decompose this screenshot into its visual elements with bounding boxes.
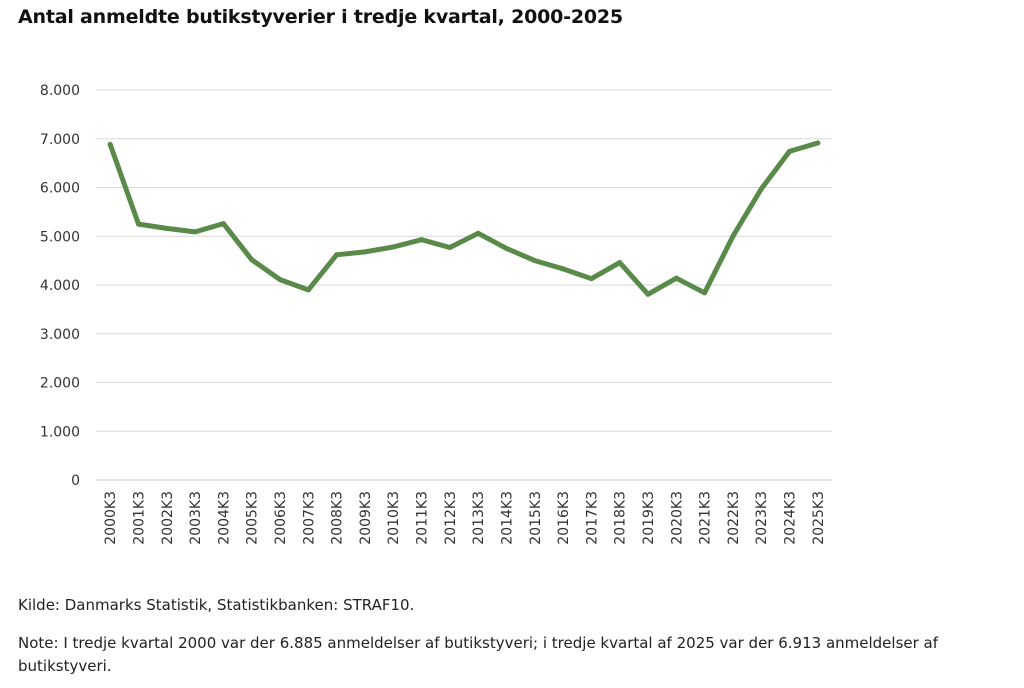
data-point	[249, 257, 255, 263]
data-point	[532, 258, 538, 264]
x-tick-label: 2005K3	[245, 491, 261, 545]
x-tick-label: 2021K3	[698, 491, 714, 545]
y-tick-label: 3.000	[40, 327, 80, 343]
data-point	[617, 260, 623, 266]
series-line	[107, 140, 821, 297]
data-point	[645, 291, 651, 297]
y-tick-label: 1.000	[40, 424, 80, 440]
source-note: Kilde: Danmarks Statistik, Statistikbank…	[18, 596, 415, 614]
x-tick-label: 2018K3	[613, 491, 629, 545]
x-tick-label: 2024K3	[783, 491, 799, 545]
data-point	[362, 249, 368, 255]
x-tick-label: 2022K3	[726, 491, 742, 545]
x-tick-label: 2004K3	[216, 491, 232, 545]
x-tick-label: 2011K3	[415, 491, 431, 545]
x-tick-label: 2019K3	[641, 491, 657, 545]
x-tick-label: 2016K3	[556, 491, 572, 545]
data-point	[305, 287, 311, 293]
data-point	[588, 276, 594, 282]
y-tick-label: 8.000	[40, 83, 80, 99]
x-tick-label: 2009K3	[358, 491, 374, 545]
data-point	[702, 290, 708, 296]
data-point	[220, 221, 226, 227]
x-tick-label: 2003K3	[188, 491, 204, 545]
y-tick-label: 0	[71, 473, 80, 489]
y-tick-label: 7.000	[40, 132, 80, 148]
data-point	[730, 233, 736, 239]
x-tick-label: 2002K3	[160, 491, 176, 545]
data-point	[192, 229, 198, 235]
data-point	[787, 148, 793, 154]
y-tick-label: 4.000	[40, 278, 80, 294]
x-tick-label: 2000K3	[103, 491, 119, 545]
x-tick-label: 2014K3	[499, 491, 515, 545]
x-tick-label: 2013K3	[471, 491, 487, 545]
y-tick-label: 6.000	[40, 181, 80, 197]
data-point	[135, 221, 141, 227]
x-tick-label: 2006K3	[273, 491, 289, 545]
data-point	[390, 244, 396, 250]
x-tick-label: 2020K3	[669, 491, 685, 545]
data-point	[277, 277, 283, 283]
x-tick-label: 2010K3	[386, 491, 402, 545]
data-point	[419, 237, 425, 243]
x-tick-label: 2025K3	[811, 491, 827, 545]
data-point	[475, 230, 481, 236]
x-tick-label: 2007K3	[301, 491, 317, 545]
data-point	[107, 141, 113, 147]
x-tick-label: 2012K3	[443, 491, 459, 545]
x-tick-label: 2015K3	[528, 491, 544, 545]
x-tick-label: 2023K3	[754, 491, 770, 545]
data-point	[673, 275, 679, 281]
data-point	[447, 244, 453, 250]
line-chart: 0 1.000 2.000 3.000 4.000 5.000 6.000 7.000 8.00…	[40, 83, 832, 545]
x-tick-label: 2001K3	[131, 491, 147, 545]
chart-title: Antal anmeldte butikstyverier i tredje k…	[18, 6, 623, 28]
data-point	[334, 252, 340, 258]
footnote: Note: I tredje kvartal 2000 var der 6.88…	[18, 634, 939, 675]
data-point	[815, 140, 821, 146]
data-point	[560, 266, 566, 272]
data-point	[164, 225, 170, 231]
x-tick-label: 2008K3	[330, 491, 346, 545]
data-point	[503, 245, 509, 251]
y-tick-label: 2.000	[40, 376, 80, 392]
y-tick-label: 5.000	[40, 229, 80, 245]
data-point	[758, 186, 764, 192]
x-tick-label: 2017K3	[584, 491, 600, 545]
